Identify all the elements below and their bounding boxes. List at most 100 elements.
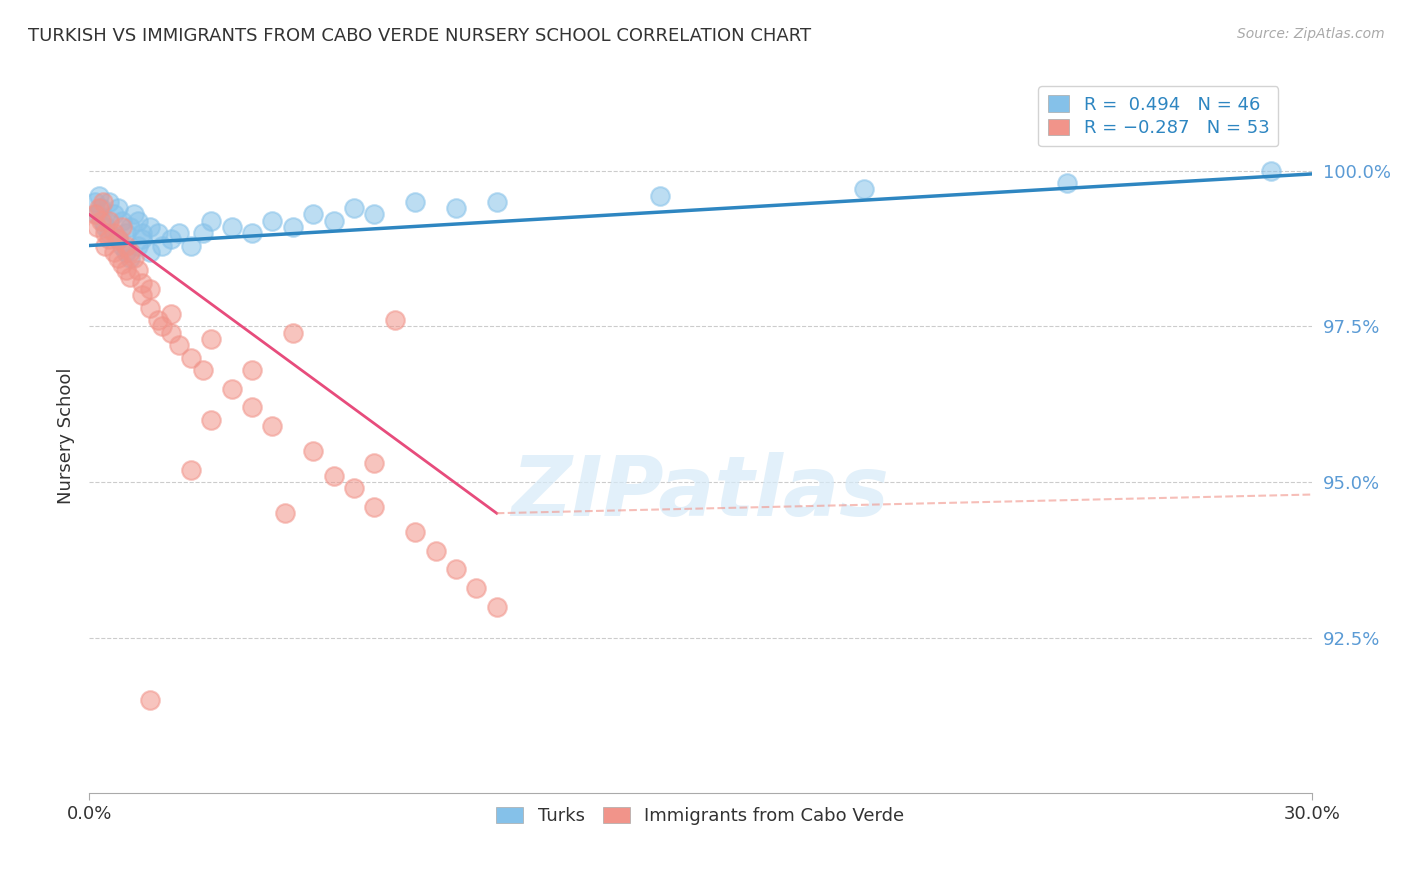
Point (322, 213, 344, 227)
Point (167, 338, 190, 352)
Point (127, 263, 149, 277)
Point (262, 419, 284, 434)
Point (152, 319, 174, 334)
Point (98, 232, 121, 246)
Point (111, 257, 134, 271)
Point (91, 213, 114, 227)
Point (1260, 164, 1282, 178)
Point (485, 194, 508, 209)
Point (114, 226, 136, 240)
Point (114, 238, 136, 252)
Point (159, 232, 181, 246)
Point (107, 232, 129, 246)
Point (302, 444, 325, 458)
Point (91, 194, 114, 209)
Point (131, 288, 153, 302)
Point (240, 226, 263, 240)
Point (262, 213, 284, 227)
Point (444, 201, 467, 215)
Point (139, 282, 162, 296)
Point (94, 219, 117, 234)
Point (86, 219, 108, 234)
Point (89, 188, 111, 202)
Point (131, 276, 153, 290)
Point (193, 363, 215, 377)
Point (167, 226, 190, 240)
Point (363, 500, 385, 514)
Point (180, 351, 202, 365)
Point (107, 201, 129, 215)
Point (118, 244, 141, 259)
Point (127, 213, 149, 227)
Point (221, 382, 243, 396)
Point (98, 194, 121, 209)
Point (152, 238, 174, 252)
Point (200, 413, 222, 427)
Point (485, 599, 508, 614)
Point (363, 207, 385, 221)
Point (444, 562, 467, 576)
Point (114, 263, 136, 277)
Text: Source: ZipAtlas.com: Source: ZipAtlas.com (1237, 27, 1385, 41)
Point (852, 182, 875, 196)
Point (221, 219, 243, 234)
Point (281, 326, 304, 340)
Point (200, 332, 222, 346)
Point (131, 226, 153, 240)
Point (114, 244, 136, 259)
Point (302, 207, 325, 221)
Point (240, 401, 263, 415)
Point (84, 207, 107, 221)
Point (180, 238, 202, 252)
Point (139, 219, 162, 234)
Point (118, 251, 141, 265)
Point (111, 238, 134, 252)
Point (103, 226, 125, 240)
Point (111, 213, 134, 227)
Point (103, 244, 125, 259)
Point (90, 201, 112, 215)
Y-axis label: Nursery School: Nursery School (58, 368, 75, 504)
Text: ZIPatlas: ZIPatlas (512, 452, 890, 533)
Point (148, 313, 170, 327)
Legend: Turks, Immigrants from Cabo Verde: Turks, Immigrants from Cabo Verde (488, 798, 914, 834)
Point (94, 226, 117, 240)
Point (122, 251, 145, 265)
Point (118, 219, 141, 234)
Point (103, 207, 125, 221)
Point (159, 307, 181, 321)
Point (384, 313, 406, 327)
Point (107, 251, 129, 265)
Point (200, 213, 222, 227)
Point (1056, 176, 1078, 190)
Point (139, 244, 162, 259)
Point (240, 363, 263, 377)
Point (404, 194, 426, 209)
Point (107, 232, 129, 246)
Point (180, 462, 202, 476)
Point (111, 219, 134, 234)
Point (404, 524, 426, 539)
Point (159, 326, 181, 340)
Point (118, 269, 141, 284)
Point (94, 238, 117, 252)
Point (98, 213, 121, 227)
Text: TURKISH VS IMMIGRANTS FROM CABO VERDE NURSERY SCHOOL CORRELATION CHART: TURKISH VS IMMIGRANTS FROM CABO VERDE NU… (28, 27, 811, 45)
Point (86, 207, 108, 221)
Point (90, 213, 112, 227)
Point (139, 693, 162, 707)
Point (139, 301, 162, 315)
Point (425, 543, 447, 558)
Point (274, 506, 297, 520)
Point (281, 219, 304, 234)
Point (343, 201, 366, 215)
Point (131, 232, 153, 246)
Point (648, 188, 671, 202)
Point (193, 226, 215, 240)
Point (322, 468, 344, 483)
Point (127, 238, 149, 252)
Point (465, 581, 488, 595)
Point (89, 201, 111, 215)
Point (148, 226, 170, 240)
Point (343, 481, 366, 495)
